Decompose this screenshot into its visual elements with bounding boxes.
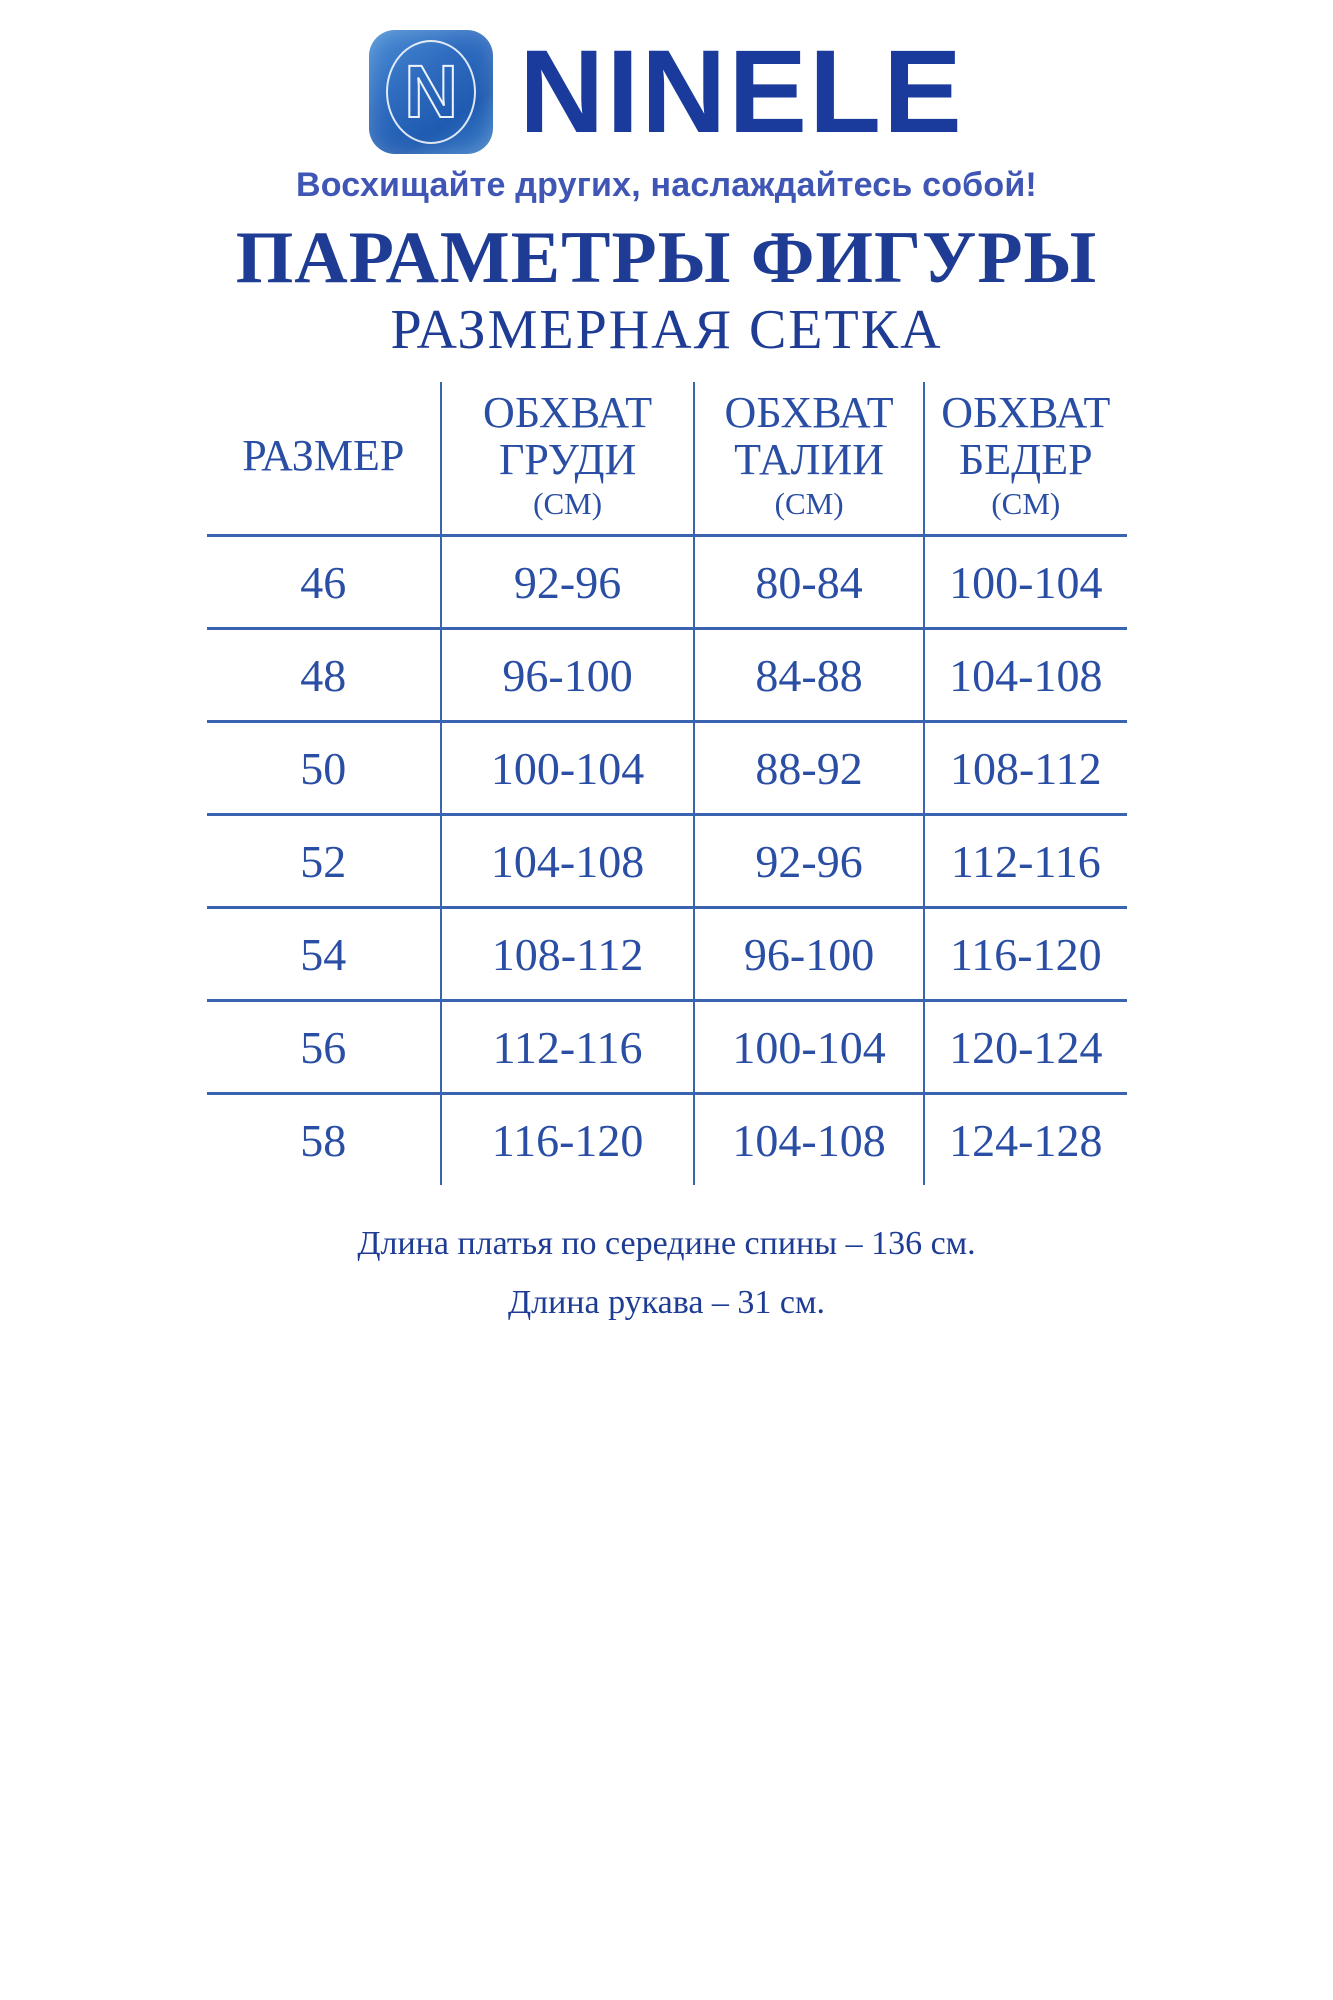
- column-header-chest-line1: ОБХВАТ: [483, 387, 653, 437]
- column-header-hips-line2: БЕДЕР: [959, 434, 1093, 484]
- column-header-chest-line2: ГРУДИ: [498, 434, 637, 484]
- footer-notes: Длина платья по середине спины – 136 см.…: [0, 1215, 1333, 1332]
- cell-waist: 104-108: [693, 1093, 925, 1186]
- cell-chest: 104-108: [440, 814, 695, 910]
- column-header-hips-unit: (СМ): [991, 486, 1061, 522]
- size-table-header: РАЗМЕР ОБХВАТ ГРУДИ (СМ) ОБХВАТ ТАЛИИ (С…: [206, 382, 1127, 538]
- brand-header: N NINELE Восхищайте других, наслаждайтес…: [0, 0, 1333, 205]
- cell-waist: 80-84: [693, 535, 925, 631]
- cell-waist: 84-88: [693, 628, 925, 724]
- cell-hips: 116-120: [923, 907, 1127, 1003]
- column-header-waist: ОБХВАТ ТАЛИИ (СМ): [693, 382, 925, 538]
- table-row: 50 100-104 88-92 108-112: [206, 721, 1127, 817]
- brand-name: NINELE: [519, 26, 964, 158]
- column-header-waist-unit: (СМ): [774, 486, 844, 522]
- table-row: 52 104-108 92-96 112-116: [206, 814, 1127, 910]
- note-dress-length: Длина платья по середине спины – 136 см.: [357, 1225, 976, 1263]
- size-table-container: РАЗМЕР ОБХВАТ ГРУДИ (СМ) ОБХВАТ ТАЛИИ (С…: [206, 382, 1127, 1186]
- cell-chest: 112-116: [440, 1000, 695, 1096]
- cell-size: 48: [206, 628, 442, 724]
- cell-waist: 88-92: [693, 721, 925, 817]
- table-row: 58 116-120 104-108 124-128: [207, 1093, 1127, 1186]
- cell-size: 54: [206, 907, 442, 1003]
- cell-size: 56: [206, 1000, 442, 1096]
- monogram-ring-icon: [386, 40, 477, 144]
- page-subtitle: РАЗМЕРНАЯ СЕТКА: [390, 299, 943, 362]
- cell-size: 46: [206, 535, 442, 631]
- note-sleeve-length: Длина рукава – 31 см.: [507, 1283, 826, 1321]
- cell-hips: 124-128: [923, 1093, 1127, 1186]
- cell-size: 52: [206, 814, 442, 910]
- column-header-size-label: РАЗМЕР: [242, 430, 405, 480]
- column-header-hips: ОБХВАТ БЕДЕР (СМ): [923, 382, 1127, 538]
- logo-row: N NINELE: [369, 30, 964, 154]
- column-header-chest-unit: (СМ): [533, 486, 603, 522]
- brand-tagline: Восхищайте других, наслаждайтесь собой!: [296, 166, 1037, 204]
- header-row: РАЗМЕР ОБХВАТ ГРУДИ (СМ) ОБХВАТ ТАЛИИ (С…: [206, 382, 1127, 538]
- cell-hips: 120-124: [923, 1000, 1127, 1096]
- column-header-chest: ОБХВАТ ГРУДИ (СМ): [440, 382, 695, 538]
- cell-size: 50: [206, 721, 442, 817]
- ninele-n-monogram-icon: N: [369, 30, 494, 154]
- cell-chest: 116-120: [440, 1093, 695, 1186]
- column-header-hips-line1: ОБХВАТ: [941, 387, 1111, 437]
- column-header-waist-line2: ТАЛИИ: [734, 434, 885, 484]
- size-table-body: 46 92-96 80-84 100-104 48 96-100 84-88 1…: [206, 535, 1127, 1186]
- cell-size: 58: [300, 1114, 347, 1166]
- monogram-letter-n: N: [403, 50, 458, 133]
- table-row: 46 92-96 80-84 100-104: [206, 535, 1127, 631]
- table-row: 48 96-100 84-88 104-108: [206, 628, 1127, 724]
- column-header-size: РАЗМЕР: [206, 382, 442, 538]
- cell-chest: 100-104: [440, 721, 695, 817]
- column-header-waist-line1: ОБХВАТ: [724, 387, 894, 437]
- cell-hips: 104-108: [923, 628, 1127, 724]
- cell-hips: 100-104: [923, 535, 1127, 631]
- cell-waist: 100-104: [693, 1000, 925, 1096]
- page-title: ПАРАМЕТРЫ ФИГУРЫ: [235, 217, 1098, 299]
- cell-chest: 96-100: [440, 628, 695, 724]
- cell-waist: 96-100: [693, 907, 925, 1003]
- table-row: 56 112-116 100-104 120-124: [206, 1000, 1127, 1096]
- table-row: 54 108-112 96-100 116-120: [206, 907, 1127, 1003]
- cell-waist: 92-96: [693, 814, 925, 910]
- cell-hips: 112-116: [923, 814, 1127, 910]
- cell-hips: 108-112: [923, 721, 1127, 817]
- cell-chest: 108-112: [440, 907, 695, 1003]
- size-table: РАЗМЕР ОБХВАТ ГРУДИ (СМ) ОБХВАТ ТАЛИИ (С…: [206, 382, 1127, 1186]
- cell-chest: 92-96: [440, 535, 695, 631]
